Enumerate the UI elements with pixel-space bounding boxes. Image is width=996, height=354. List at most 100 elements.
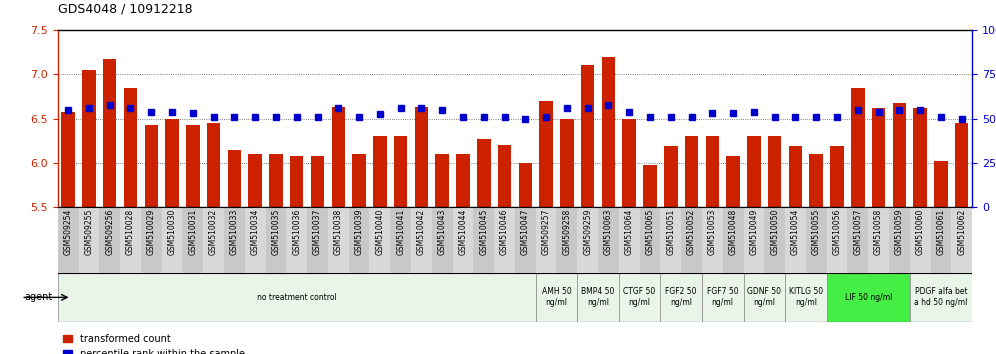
Bar: [536, 207, 557, 273]
Bar: [664, 146, 677, 207]
Text: GSM510065: GSM510065: [645, 209, 654, 256]
Text: GSM510032: GSM510032: [209, 209, 218, 255]
Bar: [307, 207, 328, 273]
Bar: [79, 207, 100, 273]
Bar: [290, 156, 304, 207]
Bar: [121, 207, 140, 273]
Bar: [723, 207, 743, 273]
Text: GSM510028: GSM510028: [126, 209, 135, 255]
Text: no treatment control: no treatment control: [257, 293, 337, 302]
Text: GSM510033: GSM510033: [230, 209, 239, 256]
Bar: [248, 154, 262, 207]
Bar: [869, 207, 889, 273]
Bar: [639, 207, 660, 273]
Text: GSM510056: GSM510056: [833, 209, 842, 256]
Bar: [515, 207, 536, 273]
Bar: [287, 207, 307, 273]
Bar: [560, 119, 574, 207]
Bar: [245, 207, 266, 273]
Bar: [810, 154, 823, 207]
Text: GSM510062: GSM510062: [957, 209, 966, 255]
Bar: [930, 207, 951, 273]
Bar: [660, 273, 702, 322]
Text: GSM510053: GSM510053: [708, 209, 717, 256]
Bar: [892, 103, 906, 207]
Text: GSM510029: GSM510029: [146, 209, 155, 255]
Bar: [743, 207, 764, 273]
Text: GSM510041: GSM510041: [396, 209, 405, 255]
Bar: [332, 107, 345, 207]
Bar: [643, 166, 656, 207]
Text: CTGF 50
ng/ml: CTGF 50 ng/ml: [623, 287, 655, 307]
Bar: [581, 65, 595, 207]
Text: GSM510042: GSM510042: [417, 209, 426, 255]
Bar: [831, 146, 844, 207]
Bar: [934, 161, 947, 207]
Bar: [494, 207, 515, 273]
Bar: [432, 207, 452, 273]
Bar: [519, 163, 532, 207]
Text: GSM510052: GSM510052: [687, 209, 696, 255]
Text: GSM510036: GSM510036: [292, 209, 301, 256]
Bar: [578, 207, 598, 273]
Text: GSM510048: GSM510048: [729, 209, 738, 255]
Text: GSM510054: GSM510054: [791, 209, 800, 256]
Bar: [58, 207, 79, 273]
Bar: [785, 273, 827, 322]
Text: GSM510034: GSM510034: [251, 209, 260, 256]
Text: GSM509256: GSM509256: [106, 209, 115, 256]
Bar: [374, 136, 386, 207]
Bar: [124, 88, 137, 207]
Bar: [144, 125, 158, 207]
Bar: [182, 207, 203, 273]
Bar: [100, 207, 121, 273]
Text: GDS4048 / 10912218: GDS4048 / 10912218: [58, 3, 192, 16]
Text: GSM510057: GSM510057: [854, 209, 863, 256]
Bar: [477, 139, 490, 207]
Bar: [578, 273, 619, 322]
Bar: [207, 123, 220, 207]
Bar: [349, 207, 370, 273]
Bar: [103, 59, 117, 207]
Bar: [140, 207, 161, 273]
Bar: [62, 112, 75, 207]
Text: GSM510058: GSM510058: [874, 209, 883, 255]
Bar: [58, 273, 536, 322]
Text: GSM510030: GSM510030: [167, 209, 176, 256]
Text: GSM510040: GSM510040: [375, 209, 384, 256]
Bar: [702, 273, 743, 322]
Bar: [768, 136, 782, 207]
Text: GSM509259: GSM509259: [584, 209, 593, 256]
Bar: [473, 207, 494, 273]
Text: GSM509255: GSM509255: [85, 209, 94, 256]
Text: AMH 50
ng/ml: AMH 50 ng/ml: [542, 287, 572, 307]
Text: FGF7 50
ng/ml: FGF7 50 ng/ml: [707, 287, 739, 307]
Bar: [806, 207, 827, 273]
Text: GSM510045: GSM510045: [479, 209, 488, 256]
Text: GSM510051: GSM510051: [666, 209, 675, 255]
Bar: [913, 108, 927, 207]
Text: GSM509257: GSM509257: [542, 209, 551, 256]
Bar: [955, 123, 968, 207]
Bar: [685, 136, 698, 207]
Text: GSM510039: GSM510039: [355, 209, 364, 256]
Text: FGF2 50
ng/ml: FGF2 50 ng/ml: [665, 287, 697, 307]
Bar: [889, 207, 909, 273]
Text: GDNF 50
ng/ml: GDNF 50 ng/ml: [747, 287, 781, 307]
Text: GSM510061: GSM510061: [936, 209, 945, 255]
Bar: [602, 57, 616, 207]
Bar: [743, 273, 785, 322]
Text: GSM510047: GSM510047: [521, 209, 530, 256]
Text: GSM510060: GSM510060: [915, 209, 924, 256]
Text: GSM510044: GSM510044: [458, 209, 467, 256]
Bar: [370, 207, 390, 273]
Bar: [224, 207, 245, 273]
Bar: [228, 149, 241, 207]
Bar: [827, 273, 909, 322]
Text: GSM509258: GSM509258: [563, 209, 572, 255]
Text: GSM510046: GSM510046: [500, 209, 509, 256]
Bar: [764, 207, 785, 273]
Bar: [789, 146, 802, 207]
Text: GSM509254: GSM509254: [64, 209, 73, 256]
Bar: [598, 207, 619, 273]
